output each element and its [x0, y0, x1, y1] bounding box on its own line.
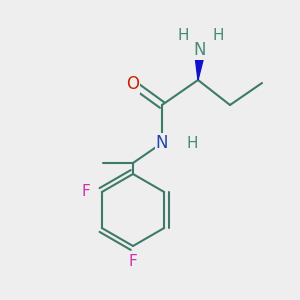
Text: H: H [186, 136, 198, 151]
Polygon shape [194, 48, 206, 80]
Text: H: H [212, 28, 224, 43]
Text: H: H [177, 28, 189, 43]
Text: F: F [129, 254, 137, 269]
Text: N: N [156, 134, 168, 152]
Text: O: O [127, 75, 140, 93]
Text: F: F [81, 184, 90, 200]
Text: N: N [194, 41, 206, 59]
